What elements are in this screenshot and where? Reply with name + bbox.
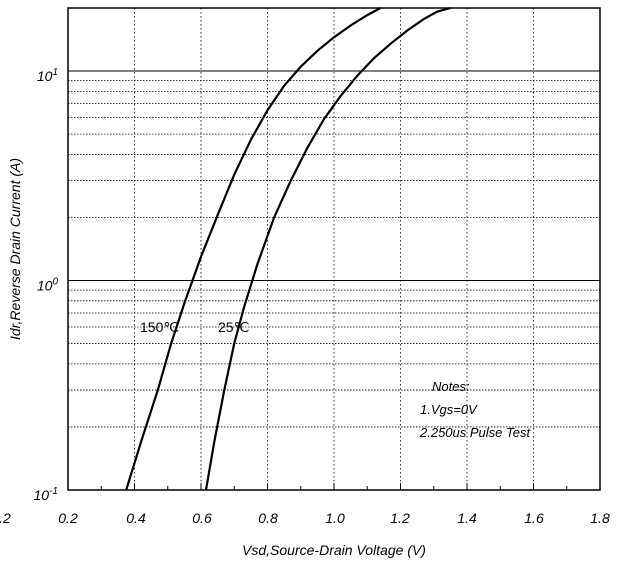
x-tick-label: 1.6 bbox=[524, 510, 544, 526]
series-label-25: 25℃ bbox=[218, 319, 249, 335]
notes-block: Notes: 1.Vgs=0V 2.250us Pulse Test bbox=[419, 379, 531, 440]
tick-layer: 0.2 0.2 0.4 0.6 0.8 1.0 1.2 1.4 1.6 1.8 101 100 10-1 bbox=[0, 67, 610, 526]
x-tick-label: 0.2 bbox=[58, 510, 78, 526]
grid-layer bbox=[68, 7, 600, 490]
x-tick-label: 1.4 bbox=[457, 510, 477, 526]
x-tick-label: 1.2 bbox=[390, 510, 410, 526]
x-tick-label: 0.2 bbox=[0, 510, 11, 526]
x-tick-label: 0.8 bbox=[258, 510, 278, 526]
notes-line-2: 2.250us Pulse Test bbox=[419, 425, 531, 440]
x-tick-label: 1.0 bbox=[325, 510, 345, 526]
series-line-25 bbox=[204, 6, 451, 491]
notes-line-1: 1.Vgs=0V bbox=[420, 402, 478, 417]
y-axis-title: Idr,Reverse Drain Current (A) bbox=[7, 158, 23, 340]
y-tick-label: 100 bbox=[37, 277, 59, 294]
curve-layer bbox=[125, 6, 451, 491]
y-tick-label: 10-1 bbox=[34, 486, 58, 503]
x-tick-label: 1.8 bbox=[590, 510, 610, 526]
series-line-150 bbox=[125, 7, 382, 491]
x-tick-label: 0.4 bbox=[126, 510, 146, 526]
series-label-150: 150℃ bbox=[140, 319, 179, 335]
notes-title: Notes: bbox=[432, 379, 470, 394]
x-axis-title: Vsd,Source-Drain Voltage (V) bbox=[242, 542, 426, 558]
y-tick-label: 101 bbox=[37, 67, 58, 84]
x-tick-label: 0.6 bbox=[192, 510, 212, 526]
